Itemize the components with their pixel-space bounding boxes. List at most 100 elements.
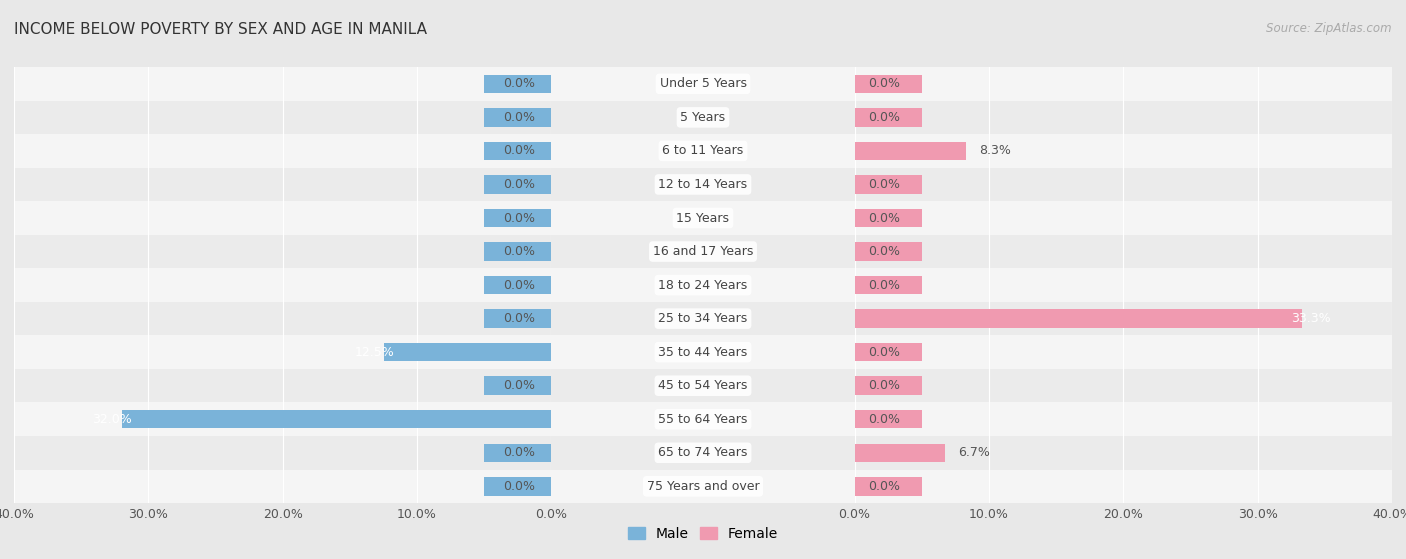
Bar <box>484 444 551 462</box>
Text: 18 to 24 Years: 18 to 24 Years <box>658 278 748 292</box>
Bar <box>855 377 922 395</box>
Bar <box>484 377 551 395</box>
Text: 65 to 74 Years: 65 to 74 Years <box>658 446 748 459</box>
Bar <box>14 470 551 503</box>
Text: Source: ZipAtlas.com: Source: ZipAtlas.com <box>1267 22 1392 35</box>
Bar <box>484 243 551 260</box>
Bar <box>14 436 551 470</box>
Text: 75 Years and over: 75 Years and over <box>647 480 759 493</box>
Bar <box>14 168 551 201</box>
Bar <box>14 101 551 134</box>
Text: 8.3%: 8.3% <box>980 144 1011 158</box>
Bar <box>551 302 855 335</box>
Bar <box>484 209 551 227</box>
Bar <box>855 343 922 362</box>
Text: 0.0%: 0.0% <box>503 211 536 225</box>
Text: 0.0%: 0.0% <box>868 278 900 292</box>
Text: 55 to 64 Years: 55 to 64 Years <box>658 413 748 426</box>
Text: 0.0%: 0.0% <box>868 345 900 359</box>
Bar <box>551 369 855 402</box>
Text: 0.0%: 0.0% <box>868 480 900 493</box>
Bar <box>14 67 551 101</box>
Bar <box>551 470 855 503</box>
Text: 0.0%: 0.0% <box>503 178 536 191</box>
Text: 0.0%: 0.0% <box>503 111 536 124</box>
Text: 0.0%: 0.0% <box>868 211 900 225</box>
Text: Under 5 Years: Under 5 Years <box>659 77 747 91</box>
Bar <box>855 402 1392 436</box>
Bar <box>484 142 551 160</box>
Text: 0.0%: 0.0% <box>503 77 536 91</box>
Bar <box>551 436 855 470</box>
Text: 0.0%: 0.0% <box>503 446 536 459</box>
Text: 0.0%: 0.0% <box>503 144 536 158</box>
Text: 33.3%: 33.3% <box>1291 312 1331 325</box>
Bar <box>551 168 855 201</box>
Bar <box>484 477 551 496</box>
Bar <box>855 74 922 93</box>
Bar <box>855 67 1392 101</box>
Text: 0.0%: 0.0% <box>503 278 536 292</box>
Bar <box>855 235 1392 268</box>
Bar <box>14 235 551 268</box>
Text: 15 Years: 15 Years <box>676 211 730 225</box>
Text: 0.0%: 0.0% <box>868 77 900 91</box>
Bar <box>484 108 551 126</box>
Bar <box>14 402 551 436</box>
Bar <box>551 335 855 369</box>
Text: 0.0%: 0.0% <box>868 178 900 191</box>
Text: 6 to 11 Years: 6 to 11 Years <box>662 144 744 158</box>
Text: 12 to 14 Years: 12 to 14 Years <box>658 178 748 191</box>
Bar <box>855 201 1392 235</box>
Legend: Male, Female: Male, Female <box>623 522 783 547</box>
Bar <box>484 276 551 294</box>
Bar <box>855 470 1392 503</box>
Bar <box>855 335 1392 369</box>
Bar <box>855 243 922 260</box>
Text: 12.5%: 12.5% <box>354 345 394 359</box>
Text: 16 and 17 Years: 16 and 17 Years <box>652 245 754 258</box>
Text: 0.0%: 0.0% <box>503 245 536 258</box>
Text: 32.0%: 32.0% <box>93 413 132 426</box>
Bar <box>551 402 855 436</box>
Text: 0.0%: 0.0% <box>503 379 536 392</box>
Bar <box>855 168 1392 201</box>
Bar <box>14 369 551 402</box>
Text: 6.7%: 6.7% <box>957 446 990 459</box>
Bar <box>855 276 922 294</box>
Bar <box>855 134 1392 168</box>
Bar <box>855 444 945 462</box>
Bar <box>551 235 855 268</box>
Bar <box>14 201 551 235</box>
Bar <box>484 74 551 93</box>
Text: 0.0%: 0.0% <box>503 312 536 325</box>
Bar <box>855 436 1392 470</box>
Bar <box>14 302 551 335</box>
Bar <box>484 310 551 328</box>
Text: 0.0%: 0.0% <box>868 379 900 392</box>
Bar <box>384 343 551 362</box>
Bar <box>551 134 855 168</box>
Bar <box>121 410 551 429</box>
Text: 0.0%: 0.0% <box>868 111 900 124</box>
Bar <box>855 209 922 227</box>
Text: 0.0%: 0.0% <box>503 480 536 493</box>
Bar <box>551 201 855 235</box>
Bar <box>551 67 855 101</box>
Bar <box>855 369 1392 402</box>
Bar <box>855 175 922 193</box>
Bar <box>855 477 922 496</box>
Text: INCOME BELOW POVERTY BY SEX AND AGE IN MANILA: INCOME BELOW POVERTY BY SEX AND AGE IN M… <box>14 22 427 37</box>
Bar <box>484 175 551 193</box>
Bar <box>855 410 922 429</box>
Bar <box>14 134 551 168</box>
Bar <box>551 268 855 302</box>
Bar <box>855 142 966 160</box>
Text: 45 to 54 Years: 45 to 54 Years <box>658 379 748 392</box>
Bar <box>855 268 1392 302</box>
Bar <box>14 335 551 369</box>
Bar <box>551 101 855 134</box>
Text: 5 Years: 5 Years <box>681 111 725 124</box>
Text: 25 to 34 Years: 25 to 34 Years <box>658 312 748 325</box>
Text: 35 to 44 Years: 35 to 44 Years <box>658 345 748 359</box>
